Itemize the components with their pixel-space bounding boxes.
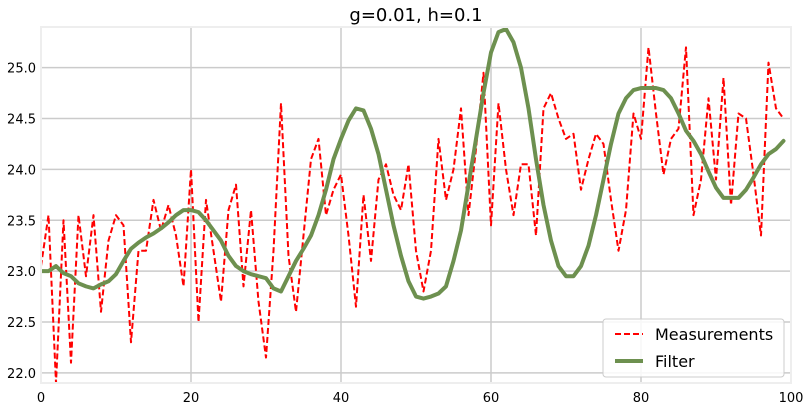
y-tick-label: 24.5 [7, 113, 36, 128]
x-tick-label: 40 [333, 391, 350, 406]
legend-label: Filter [655, 352, 695, 371]
legend-box [602, 318, 785, 378]
y-tick-label: 24.0 [7, 163, 36, 178]
x-tick-label: 100 [779, 391, 804, 406]
plot-border [40, 26, 792, 384]
y-tick-label: 22.5 [7, 316, 36, 331]
legend-label: Measurements [655, 325, 773, 344]
y-tick-label: 23.0 [7, 265, 36, 280]
legend: Measurements Filter [602, 318, 785, 378]
y-tick-label: 22.0 [7, 367, 36, 382]
x-tick-label: 20 [183, 391, 200, 406]
x-tick-label: 0 [37, 391, 45, 406]
series-line-measurements [41, 46, 785, 383]
x-tick-label: 80 [633, 391, 650, 406]
y-tick-label: 25.0 [7, 62, 36, 77]
y-tick-label: 23.5 [7, 214, 36, 229]
series-line-filter [41, 27, 786, 301]
axis-ticks: 0 20 40 60 80 100 22.0 22.5 23.0 23.5 24.0 24.5 25.0 [7, 62, 803, 406]
chart-title: g=0.01, h=0.1 [349, 5, 482, 26]
series-lines [41, 27, 786, 383]
x-tick-label: 60 [483, 391, 500, 406]
